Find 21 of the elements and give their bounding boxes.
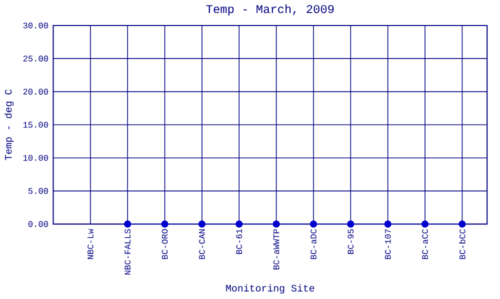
- y-tick-label: 15.00: [23, 122, 48, 128]
- y-tick-label: 10.00: [23, 155, 48, 162]
- y-tick-label: 20.00: [23, 89, 48, 95]
- y-tick-label: 30.00: [23, 22, 48, 29]
- x-tick-label: BC-107: [384, 230, 391, 260]
- chart-title: Temp - March, 2009: [206, 4, 334, 16]
- x-tick-label: BC-aWWTP: [273, 229, 280, 270]
- x-tick-label: BC-aCC: [422, 229, 428, 260]
- x-tick-label: NBC-Lw: [88, 229, 94, 260]
- y-tick-label: 25.00: [23, 56, 48, 62]
- x-tick-label: NBC-FALLS: [124, 229, 131, 275]
- y-tick-label: 0.00: [28, 221, 48, 228]
- y-axis-title: Temp - deg C: [4, 90, 14, 160]
- x-tick-label: BC-CAN: [199, 230, 205, 260]
- x-tick-label: BC-bCC: [459, 229, 466, 260]
- x-axis-title: Monitoring Site: [226, 284, 314, 294]
- x-tick-label: BC-aDC: [310, 229, 316, 260]
- x-tick-label: BC-ORO: [162, 229, 168, 260]
- x-tick-label: BC-61: [236, 229, 242, 254]
- y-tick-label: 5.00: [28, 188, 48, 194]
- x-tick-label: BC-95: [348, 230, 354, 254]
